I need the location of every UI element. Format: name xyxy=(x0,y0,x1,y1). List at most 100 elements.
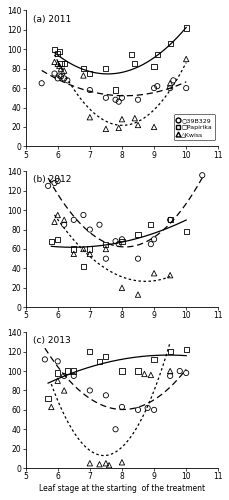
Point xyxy=(57,72,61,80)
Point xyxy=(184,84,187,92)
Point xyxy=(72,216,75,224)
Point xyxy=(152,406,155,414)
Point xyxy=(72,250,75,258)
Point xyxy=(104,240,107,248)
Point xyxy=(56,211,59,219)
Point xyxy=(168,372,171,380)
Point xyxy=(52,218,56,226)
Point xyxy=(152,269,155,277)
Point xyxy=(88,245,91,253)
Point xyxy=(104,125,107,133)
Point xyxy=(88,86,91,94)
Point xyxy=(199,171,203,179)
Point xyxy=(120,94,123,102)
Text: (b) 2012: (b) 2012 xyxy=(33,176,71,184)
Point xyxy=(52,58,56,66)
Point xyxy=(132,60,136,68)
Point xyxy=(136,96,139,104)
Point xyxy=(52,46,56,54)
Point xyxy=(184,228,187,235)
Point xyxy=(43,356,46,364)
Point xyxy=(148,240,152,248)
Point xyxy=(104,94,107,102)
Point xyxy=(168,216,171,224)
Point xyxy=(145,404,149,412)
Point xyxy=(46,182,50,190)
Point xyxy=(56,358,59,366)
Point xyxy=(136,290,139,298)
Point xyxy=(152,62,155,70)
Point xyxy=(56,60,59,68)
Point xyxy=(62,216,66,224)
Point xyxy=(62,60,66,68)
Point xyxy=(62,372,66,380)
Point xyxy=(104,245,107,253)
Point xyxy=(88,460,91,468)
Point xyxy=(107,461,110,469)
Point xyxy=(120,284,123,292)
Point xyxy=(171,76,174,84)
Point xyxy=(57,47,61,55)
Point xyxy=(104,64,107,72)
Point xyxy=(49,237,53,245)
Point xyxy=(120,367,123,375)
Point xyxy=(155,82,158,90)
Point xyxy=(49,403,53,411)
Point xyxy=(46,394,50,402)
Point xyxy=(104,254,107,262)
Legend: ○39B329, □Papirika, △Kwiss: ○39B329, □Papirika, △Kwiss xyxy=(173,114,214,140)
Point xyxy=(152,84,155,92)
X-axis label: Leaf stage at the starting  of the treatment: Leaf stage at the starting of the treatm… xyxy=(39,484,204,493)
Point xyxy=(81,211,85,219)
Point xyxy=(72,245,75,253)
Point xyxy=(152,236,155,244)
Point xyxy=(81,64,85,72)
Point xyxy=(152,356,155,364)
Point xyxy=(62,74,66,82)
Point xyxy=(184,369,187,377)
Point xyxy=(88,348,91,356)
Point xyxy=(168,79,171,87)
Point xyxy=(142,370,146,378)
Point xyxy=(56,49,59,57)
Point xyxy=(81,245,85,253)
Point xyxy=(88,386,91,394)
Point xyxy=(59,60,63,68)
Point xyxy=(62,66,66,74)
Point xyxy=(120,403,123,411)
Point xyxy=(113,426,117,434)
Text: (a) 2011: (a) 2011 xyxy=(33,14,71,24)
Point xyxy=(120,115,123,123)
Point xyxy=(120,236,123,244)
Point xyxy=(62,220,66,228)
Point xyxy=(168,271,171,279)
Point xyxy=(88,250,91,258)
Point xyxy=(184,346,187,354)
Point xyxy=(104,460,107,468)
Point xyxy=(59,64,63,72)
Point xyxy=(56,369,59,377)
Point xyxy=(52,70,56,78)
Point xyxy=(155,50,158,58)
Text: (c) 2013: (c) 2013 xyxy=(33,336,71,345)
Point xyxy=(177,367,181,375)
Point xyxy=(56,74,59,82)
Point xyxy=(136,406,139,414)
Point xyxy=(152,123,155,131)
Point xyxy=(116,124,120,132)
Point xyxy=(184,24,187,32)
Point xyxy=(104,352,107,360)
Point xyxy=(168,348,171,356)
Point xyxy=(52,179,56,187)
Point xyxy=(59,72,63,80)
Point xyxy=(62,386,66,394)
Point xyxy=(57,62,61,70)
Point xyxy=(116,240,120,248)
Point xyxy=(148,220,152,228)
Point xyxy=(120,458,123,466)
Point xyxy=(136,230,139,238)
Point xyxy=(168,367,171,375)
Point xyxy=(132,114,136,122)
Point xyxy=(97,220,101,228)
Point xyxy=(56,177,59,185)
